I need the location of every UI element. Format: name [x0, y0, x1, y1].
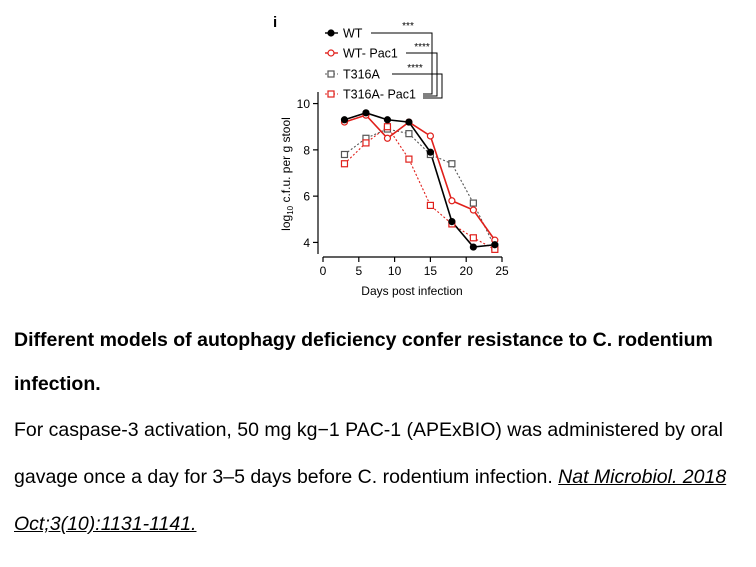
plot-area: [340, 109, 499, 253]
legend-label: WT- Pac1: [343, 47, 398, 61]
chart-legend: WT WT- Pac1 T316A T316A- Pac1: [325, 27, 416, 102]
series-line-1: [344, 114, 496, 241]
data-point-series-3: [340, 160, 349, 168]
data-point-series-3: [405, 155, 413, 163]
series-line-0: [344, 111, 495, 248]
legend-label: T316A- Pac1: [343, 88, 416, 102]
x-axis-label: Days post infection: [361, 284, 462, 298]
data-point-series-1: [426, 132, 434, 140]
panel-label: i: [273, 14, 277, 31]
data-point-series-2: [405, 130, 413, 138]
data-point-series-1: [383, 134, 392, 142]
data-point-series-0: [340, 116, 349, 124]
y-tick-label: 6: [303, 190, 310, 204]
data-point-series-1: [448, 197, 456, 205]
citation-link[interactable]: Nat Microbiol. 2018 Oct;3(10):1131-1141.: [14, 466, 727, 535]
y-tick-label: 4: [303, 236, 310, 250]
y-tick-label: 10: [297, 97, 311, 111]
legend-marker: [327, 70, 335, 78]
data-point-series-3: [469, 234, 477, 242]
y-axis-label-log: log: [279, 215, 293, 231]
x-tick-label: 10: [388, 264, 402, 278]
legend-marker: [327, 49, 335, 57]
data-point-series-0: [448, 218, 456, 226]
x-axis: 0 5 10 15 20 25: [320, 256, 509, 278]
y-axis-label-unit: c.f.u. per g stool: [279, 117, 293, 206]
significance-bracket: [392, 73, 443, 99]
y-axis-label: log10 c.f.u. per g stool: [279, 117, 295, 231]
data-point-series-3: [426, 201, 434, 209]
data-point-series-0: [383, 116, 392, 124]
data-point-series-2: [340, 150, 349, 159]
data-point-series-3: [362, 139, 370, 147]
y-tick-label: 8: [303, 143, 310, 157]
figure-caption-title: Different models of autophagy deficiency…: [14, 329, 713, 395]
y-axis: 4 6 8 10: [297, 92, 319, 254]
data-point-series-2: [448, 160, 456, 168]
significance-stars: ****: [407, 63, 423, 74]
data-point-series-0: [426, 148, 434, 156]
legend-label: WT: [343, 27, 363, 41]
x-tick-label: 20: [460, 264, 474, 278]
x-tick-label: 15: [424, 264, 438, 278]
data-point-series-1: [469, 206, 477, 214]
legend-label: T316A: [343, 68, 380, 82]
significance-stars: ****: [414, 42, 430, 53]
x-tick-label: 5: [355, 264, 362, 278]
series-line-2: [344, 128, 496, 248]
legend-marker: [327, 29, 335, 37]
caption-body-text: For caspase-3 activation, 50 mg kg−1 PAC…: [14, 419, 723, 488]
y-axis-label-subscript: 10: [286, 205, 295, 214]
data-point-series-2: [469, 199, 477, 207]
data-point-series-0: [491, 241, 499, 249]
legend-marker: [327, 90, 335, 98]
data-point-series-3: [383, 123, 392, 131]
figure-caption-body: For caspase-3 activation, 50 mg kg−1 PAC…: [14, 407, 750, 548]
data-point-series-0: [362, 109, 370, 117]
significance-brackets: ***********: [371, 21, 443, 99]
significance-stars: ***: [402, 21, 414, 32]
data-point-series-0: [405, 118, 413, 126]
data-point-series-0: [469, 243, 477, 251]
x-tick-label: 25: [495, 264, 509, 278]
significance-bracket: [371, 32, 433, 95]
x-tick-label: 0: [320, 264, 327, 278]
